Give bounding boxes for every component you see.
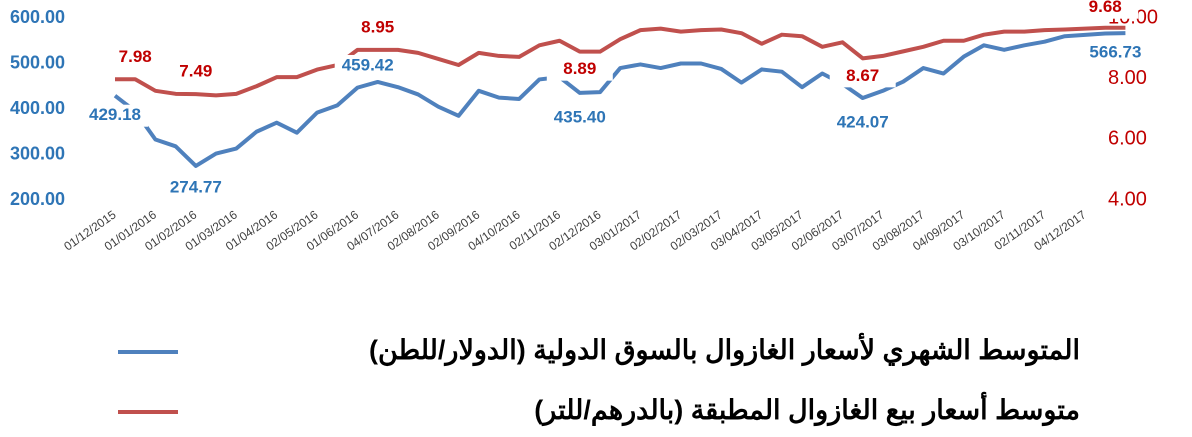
data-label-bg [829, 65, 896, 88]
data-label: 459.42 [342, 55, 394, 74]
data-label: 8.89 [563, 59, 596, 78]
y2-tick-label: 6.00 [1108, 128, 1147, 150]
data-label-bg [829, 112, 896, 135]
data-label: 435.40 [554, 107, 606, 126]
y-tick-label: 500.00 [10, 52, 65, 72]
data-label: 429.18 [89, 105, 141, 124]
data-label: 424.07 [837, 113, 889, 132]
data-label-bg [162, 176, 229, 199]
series-line [113, 31, 1126, 168]
series-line [115, 25, 1126, 98]
y-tick-label: 300.00 [10, 143, 65, 163]
y2-tick-label: 4.00 [1108, 188, 1147, 210]
data-label: 566.73 [1089, 43, 1141, 62]
data-label: 8.67 [846, 66, 879, 85]
data-label-bg [334, 54, 401, 77]
legend-label: المتوسط الشهري لأسعار الغازوال بالسوق ال… [369, 333, 1080, 367]
data-label-bg [1072, 0, 1139, 19]
y-tick-label: 400.00 [10, 98, 65, 118]
data-label: 9.68 [1089, 0, 1122, 16]
data-label: 274.77 [170, 177, 222, 196]
legend-label: متوسط أسعار بيع الغازوال المطبقة (بالدره… [534, 392, 1080, 427]
data-label: 7.98 [119, 47, 152, 66]
data-label-bg [546, 106, 613, 129]
data-label: 7.49 [179, 62, 212, 81]
data-label-bg [1082, 42, 1149, 65]
y2-tick-label: 8.00 [1108, 67, 1147, 89]
data-label-bg [162, 61, 229, 84]
y-tick-label: 600.00 [10, 7, 65, 27]
data-label-bg [82, 104, 148, 127]
data-label-bg [344, 16, 411, 39]
data-label-bg [102, 46, 169, 69]
data-label: 8.95 [361, 17, 394, 36]
y-tick-label: 200.00 [10, 189, 65, 209]
data-label-bg [546, 58, 613, 81]
